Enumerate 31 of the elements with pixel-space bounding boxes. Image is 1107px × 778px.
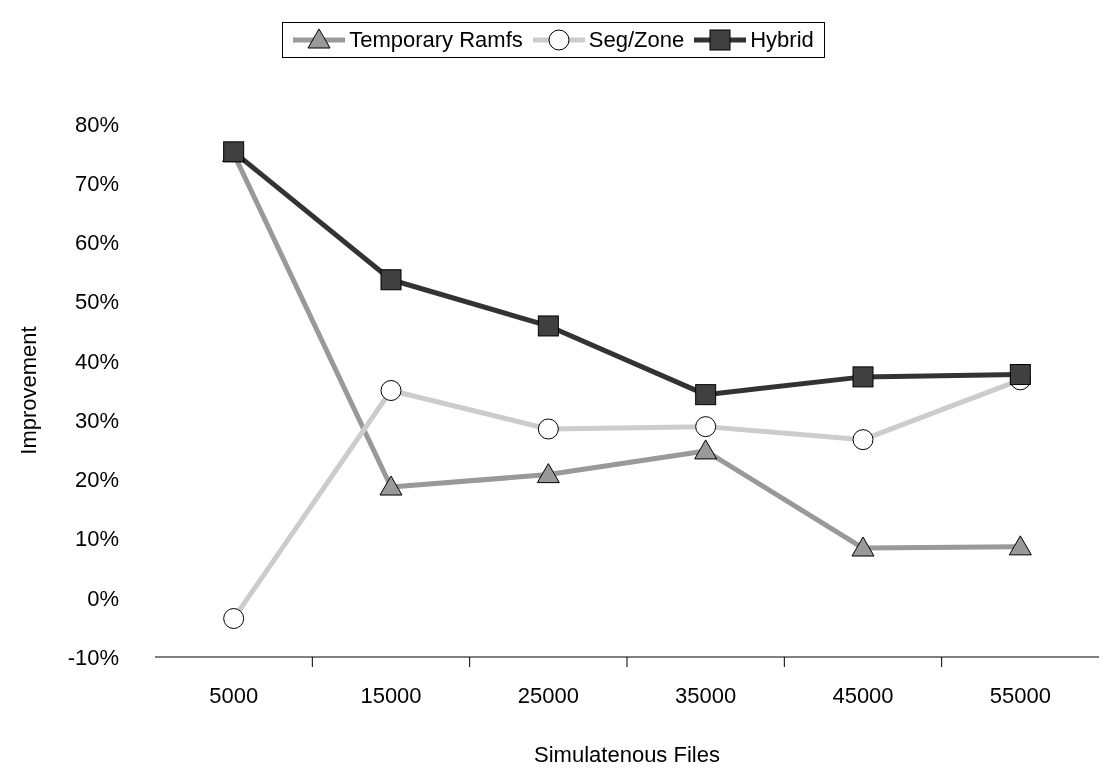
point (1009, 364, 1031, 386)
x-tick-label: 15000 (360, 683, 422, 708)
point (694, 439, 718, 460)
y-tick-label: 20% (74, 467, 119, 493)
y-tick-label: 30% (74, 407, 119, 433)
point (851, 536, 875, 557)
point (695, 384, 717, 406)
y-tick-label: 60% (74, 230, 119, 256)
x-tick-label: 45000 (832, 683, 894, 708)
x-tick-label: 5000 (209, 683, 259, 708)
x-axis-title: Simulatenous Files (534, 742, 720, 767)
y-tick-label: 70% (74, 171, 119, 197)
y-tick-label: 10% (74, 526, 119, 552)
y-tick-label: 0% (87, 585, 119, 611)
y-axis-title: Improvement (15, 326, 41, 455)
point (537, 315, 559, 337)
y-tick-label: 80% (74, 111, 119, 137)
legend-label: Seg/Zone (588, 27, 685, 53)
legend-label: Hybrid (750, 27, 814, 53)
point (536, 463, 560, 484)
x-tick-label: 25000 (517, 683, 579, 708)
point (379, 475, 403, 496)
y-tick-label: 50% (74, 289, 119, 315)
x-tick-label: 35000 (675, 683, 737, 708)
point (380, 269, 402, 291)
x-tick-label: 55000 (989, 683, 1051, 708)
legend-label: Temporary Ramfs (349, 27, 523, 53)
point (852, 366, 874, 388)
point (1008, 535, 1032, 556)
y-tick-label: 40% (74, 348, 119, 374)
y-tick-label: -10% (67, 644, 119, 670)
